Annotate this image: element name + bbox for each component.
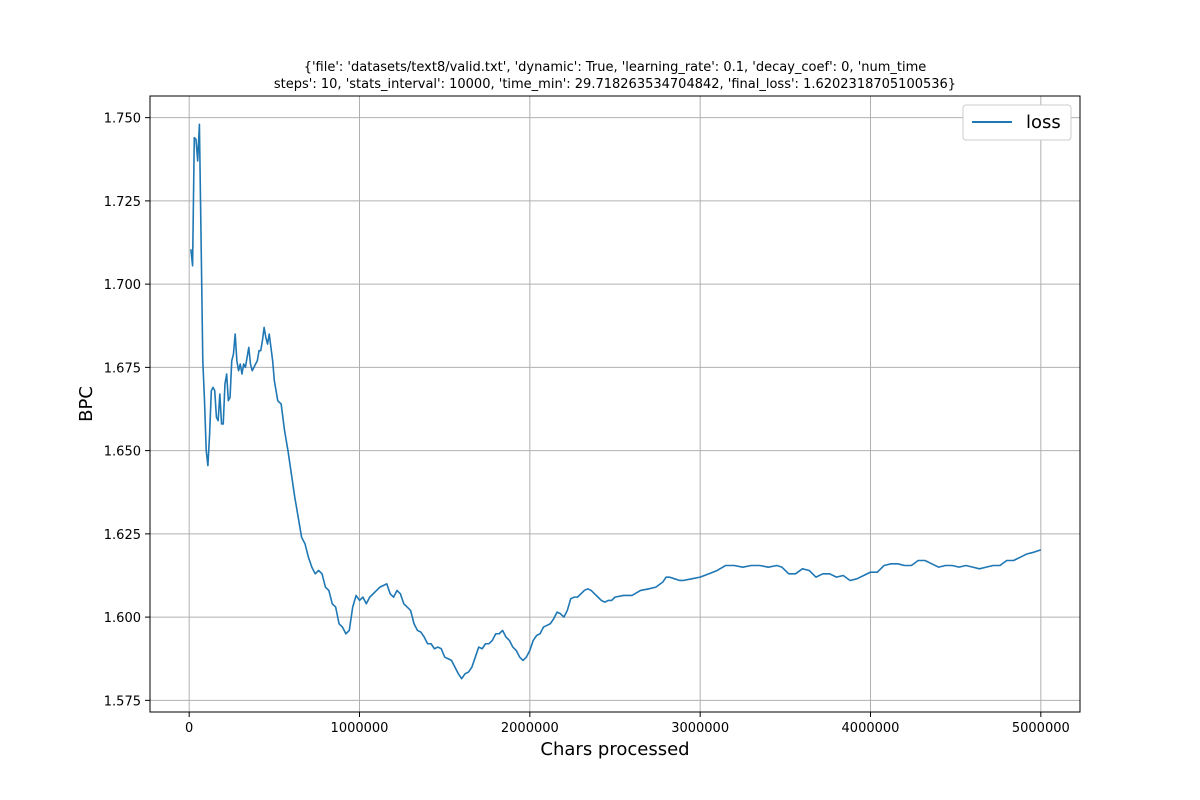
title-line-2: steps': 10, 'stats_interval': 10000, 'ti…	[274, 77, 956, 92]
y-axis-label: BPC	[76, 386, 97, 422]
plot-area-frame	[149, 95, 1081, 713]
plot-area-background	[150, 96, 1080, 712]
x-axis-label: Chars processed	[540, 739, 689, 760]
series-layer	[190, 123, 1042, 680]
x-tick-label: 0	[185, 721, 193, 736]
x-tick-label: 4000000	[842, 721, 900, 736]
x-tick-label: 5000000	[1012, 721, 1070, 736]
x-tick-label: 2000000	[501, 721, 559, 736]
y-tick-label: 1.575	[104, 694, 141, 709]
y-tick-label: 1.675	[104, 361, 141, 376]
title-line-1: {'file': 'datasets/text8/valid.txt', 'dy…	[304, 60, 927, 75]
y-tick-label: 1.600	[104, 611, 141, 626]
legend: loss	[962, 104, 1072, 141]
chart-title: {'file': 'datasets/text8/valid.txt', 'dy…	[274, 60, 956, 92]
x-tick-label: 1000000	[331, 721, 389, 736]
y-axis-ticks: 1.575 1.600 1.625 1.650 1.675 1.700 1.725 1.750	[104, 112, 150, 709]
x-tick-label: 3000000	[671, 721, 729, 736]
legend-label-loss: loss	[1026, 112, 1061, 133]
x-axis-ticks: 0 1000000 2000000 3000000 4000000 5000000	[185, 712, 1070, 736]
y-tick-label: 1.725	[104, 195, 141, 210]
y-tick-label: 1.650	[104, 445, 141, 460]
y-tick-label: 1.625	[104, 528, 141, 543]
y-tick-label: 1.700	[104, 278, 141, 293]
series-line-loss	[190, 123, 1042, 680]
legend-box	[962, 104, 1072, 141]
gridlines	[150, 96, 1080, 712]
y-tick-label: 1.750	[104, 112, 141, 127]
